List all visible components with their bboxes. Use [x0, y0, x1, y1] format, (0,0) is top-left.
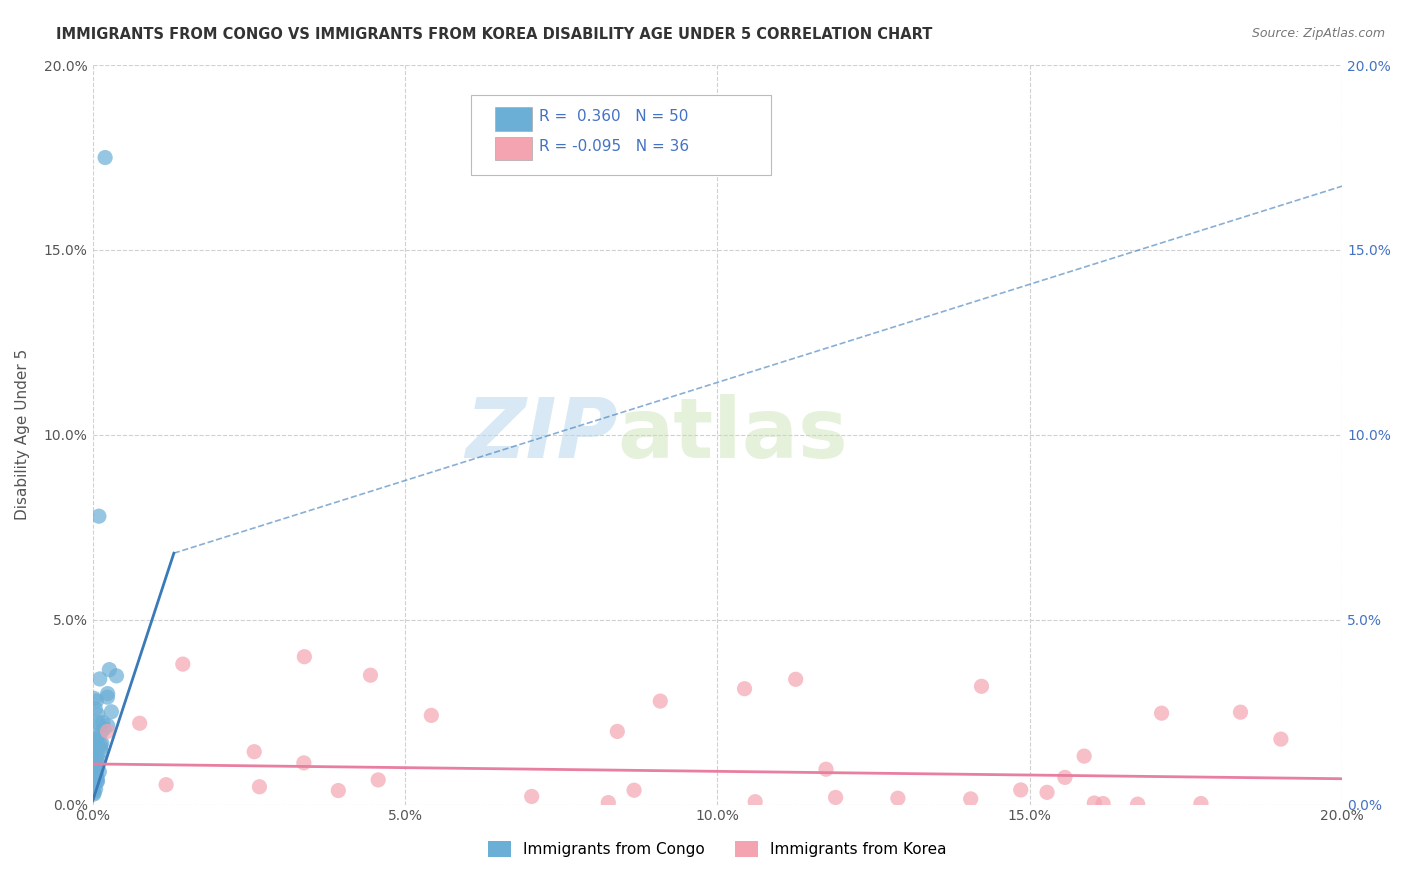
Point: [84, 781, 107, 796]
Point: [1126, 797, 1149, 812]
Point: [100, 705, 122, 719]
Point: [1189, 797, 1212, 811]
Point: [82, 758, 104, 772]
Point: [83, 773, 105, 788]
Point: [1053, 771, 1076, 785]
Point: [292, 756, 315, 770]
Point: [89, 753, 111, 767]
Text: R = -0.095   N = 36: R = -0.095 N = 36: [538, 139, 689, 154]
Point: [90, 740, 112, 755]
Point: [82, 783, 104, 797]
Point: [598, 796, 620, 810]
Point: [84, 702, 107, 716]
Point: [90, 726, 112, 740]
Point: [83, 691, 105, 706]
Point: [86, 774, 108, 789]
Point: [93, 722, 115, 736]
Point: [744, 795, 766, 809]
Point: [959, 792, 981, 806]
Point: [292, 649, 315, 664]
Point: [1083, 796, 1105, 810]
Point: [87, 716, 110, 731]
Point: [172, 657, 194, 672]
Point: [970, 679, 993, 693]
Point: [1229, 705, 1251, 719]
Point: [1270, 732, 1292, 747]
Point: [83, 785, 105, 799]
Point: [90, 738, 112, 752]
Point: [734, 681, 756, 696]
Point: [84, 735, 107, 749]
Point: [86, 732, 108, 747]
Text: R =  0.360   N = 50: R = 0.360 N = 50: [538, 110, 688, 125]
Point: [1073, 749, 1095, 764]
Point: [86, 768, 108, 782]
Point: [87, 707, 110, 722]
Point: [97, 718, 120, 732]
Point: [360, 668, 382, 682]
Point: [785, 673, 807, 687]
Point: [84, 751, 107, 765]
FancyBboxPatch shape: [471, 95, 770, 175]
Legend: Immigrants from Congo, Immigrants from Korea: Immigrants from Congo, Immigrants from K…: [482, 835, 953, 863]
Point: [84, 737, 107, 751]
Point: [89, 672, 111, 686]
Point: [83, 787, 105, 801]
Point: [1092, 797, 1115, 811]
FancyBboxPatch shape: [495, 136, 533, 161]
Text: ZIP: ZIP: [465, 394, 617, 475]
Point: [86, 694, 108, 708]
Point: [86, 734, 108, 748]
Point: [83, 779, 105, 793]
Text: Source: ZipAtlas.com: Source: ZipAtlas.com: [1251, 27, 1385, 40]
Point: [520, 789, 543, 804]
Point: [86, 770, 108, 784]
Point: [84, 766, 107, 780]
Point: [155, 778, 177, 792]
Point: [83, 766, 105, 780]
Point: [86, 756, 108, 770]
Point: [105, 669, 128, 683]
Point: [1010, 783, 1032, 797]
Point: [98, 663, 121, 677]
Point: [86, 762, 108, 776]
Point: [367, 772, 389, 787]
Point: [97, 687, 120, 701]
Text: atlas: atlas: [617, 394, 848, 475]
Point: [83, 755, 105, 769]
Point: [91, 715, 114, 730]
Point: [87, 509, 110, 524]
Point: [84, 723, 107, 737]
Point: [824, 790, 846, 805]
Point: [328, 783, 350, 797]
Point: [96, 690, 118, 705]
Point: [887, 791, 910, 805]
Point: [86, 742, 108, 756]
Point: [243, 745, 266, 759]
Point: [96, 724, 118, 739]
Y-axis label: Disability Age Under 5: Disability Age Under 5: [15, 350, 30, 521]
Point: [814, 762, 837, 776]
Point: [1150, 706, 1173, 721]
Point: [606, 724, 628, 739]
Point: [84, 742, 107, 756]
Point: [623, 783, 645, 797]
Point: [420, 708, 443, 723]
Point: [650, 694, 672, 708]
Text: IMMIGRANTS FROM CONGO VS IMMIGRANTS FROM KOREA DISABILITY AGE UNDER 5 CORRELATIO: IMMIGRANTS FROM CONGO VS IMMIGRANTS FROM…: [56, 27, 932, 42]
Point: [90, 736, 112, 750]
Point: [82, 776, 104, 790]
Point: [94, 151, 117, 165]
Point: [86, 774, 108, 789]
Point: [83, 761, 105, 775]
Point: [86, 772, 108, 786]
Point: [89, 764, 111, 779]
FancyBboxPatch shape: [495, 107, 533, 131]
Point: [249, 780, 271, 794]
Point: [1036, 785, 1059, 799]
Point: [128, 716, 150, 731]
Point: [90, 744, 112, 758]
